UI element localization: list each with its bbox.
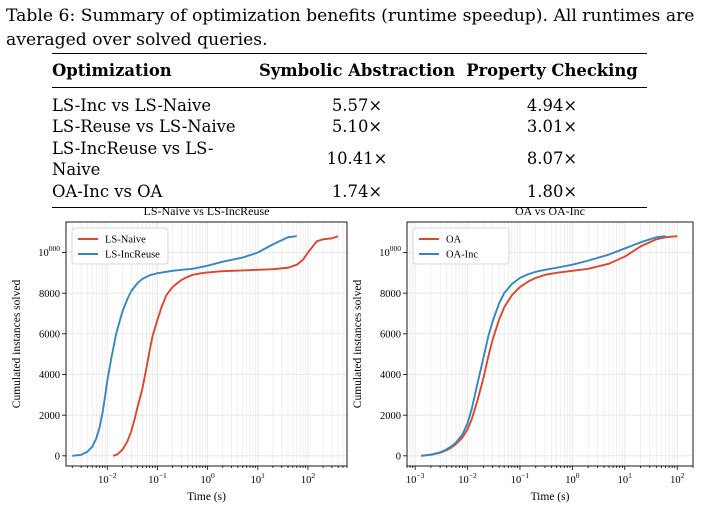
legend-entry-oa: OA: [446, 235, 462, 246]
row-property-checking: 4.94×: [526, 95, 578, 115]
y-axis-label: Cumulated instances solved: [11, 280, 23, 409]
y-tick-label: 10000: [379, 244, 401, 259]
y-tick-label: 4000: [39, 370, 60, 381]
legend-entry-ls-increuse: LS-IncReuse: [105, 250, 160, 261]
column-header-symbolic-abstraction: Symbolic Abstraction: [258, 61, 456, 80]
y-tick-label: 0: [55, 451, 60, 462]
x-tick-label: 10−3: [406, 471, 425, 486]
x-tick-label: 10−1: [148, 471, 167, 486]
table-row: LS-Inc vs LS-Naive 5.57× 4.94×: [52, 87, 647, 116]
table-row: LS-IncReuse vs LS-Naive 10.41× 8.07×: [52, 138, 647, 181]
legend: LS-Naive LS-IncReuse: [71, 227, 169, 265]
y-tick-label: 6000: [380, 329, 401, 340]
legend: OA OA-Inc: [412, 227, 510, 265]
column-header-optimization: Optimization: [52, 61, 172, 80]
x-tick-label: 102: [670, 471, 685, 486]
y-tick-label: 8000: [380, 289, 401, 300]
chart-oa-vs-oa-inc: 10−3 10−2 10−1 100 101 102 0 2000 4000 6000 8000 10…: [352, 204, 694, 503]
y-tick-label: 6000: [39, 329, 60, 340]
table-row: OA-Inc vs OA 1.74× 1.80×: [52, 181, 647, 208]
series-line-oa-inc: [420, 235, 666, 457]
row-symbolic-abstraction: 1.74×: [331, 181, 383, 201]
y-tick-label: 8000: [39, 289, 60, 300]
chart-title: OA vs OA-Inc: [515, 204, 585, 218]
table-header-row: Optimization Symbolic Abstraction Proper…: [52, 53, 647, 87]
row-symbolic-abstraction: 5.57×: [331, 95, 383, 115]
plot-frame: [406, 221, 694, 467]
plot-frame: [65, 221, 348, 467]
summary-table: Optimization Symbolic Abstraction Proper…: [52, 53, 647, 208]
row-optimization: LS-Reuse vs LS-Naive: [52, 117, 236, 136]
x-tick-label: 101: [618, 471, 633, 486]
y-tick-label: 2000: [39, 411, 60, 422]
legend-entry-oa-inc: OA-Inc: [446, 250, 478, 261]
x-axis-label: Time (s): [531, 491, 570, 503]
x-tick-label: 10−2: [458, 471, 477, 486]
series-line-ls-naive: [112, 235, 339, 457]
y-tick-label: 0: [396, 451, 401, 462]
chart-title: LS-Naive vs LS-IncReuse: [144, 204, 270, 218]
row-optimization: OA-Inc vs OA: [52, 181, 163, 201]
y-tick-label: 4000: [380, 370, 401, 381]
row-property-checking: 1.80×: [526, 181, 578, 201]
x-axis-label: Time (s): [187, 491, 226, 503]
row-optimization: LS-IncReuse vs LS-Naive: [52, 138, 214, 180]
row-optimization: LS-Inc vs LS-Naive: [52, 95, 212, 115]
legend-box: [412, 227, 510, 265]
x-tick-label: 100: [201, 471, 216, 486]
table-row: LS-Reuse vs LS-Naive 5.10× 3.01×: [52, 116, 647, 138]
x-tick-label: 10−1: [511, 471, 530, 486]
x-tick-label: 10−2: [98, 471, 117, 486]
column-header-property-checking: Property Checking: [466, 61, 638, 80]
series-line-ls-increuse: [72, 235, 297, 457]
caption-label: Table 6:: [6, 6, 76, 26]
legend-entry-ls-naive: LS-Naive: [105, 235, 146, 246]
table-caption: Table 6: Summary of optimization benefit…: [6, 4, 701, 52]
chart-ls-naive-vs-ls-increuse: 10−2 10−1 100 101 102 0 2000 4000 6000 8000 10000 L…: [11, 204, 348, 503]
row-property-checking: 8.07×: [526, 149, 578, 169]
y-tick-label: 10000: [38, 244, 60, 259]
legend-box: [71, 227, 169, 265]
x-tick-label: 100: [565, 471, 580, 486]
x-tick-label: 102: [301, 471, 316, 486]
series-line-oa: [420, 235, 678, 457]
row-symbolic-abstraction: 10.41×: [326, 149, 388, 169]
row-symbolic-abstraction: 5.10×: [331, 117, 383, 136]
row-property-checking: 3.01×: [526, 117, 578, 136]
caption-text: Summary of optimization benefits (runtim…: [6, 6, 695, 50]
y-tick-label: 2000: [380, 411, 401, 422]
y-axis-label: Cumulated instances solved: [352, 280, 364, 409]
x-tick-label: 101: [251, 471, 266, 486]
